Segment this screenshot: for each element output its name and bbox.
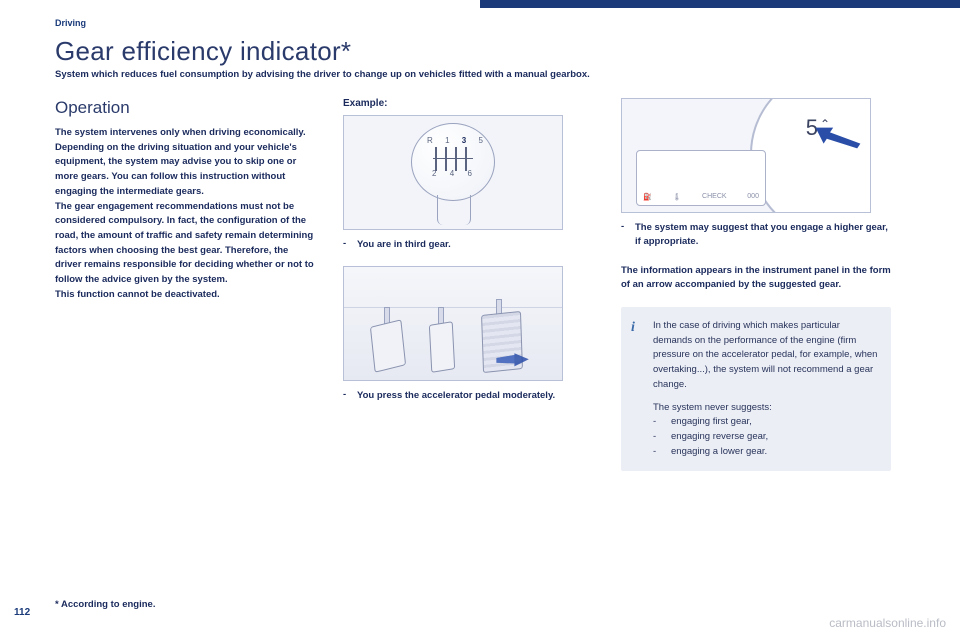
page-subtitle: System which reduces fuel consumption by… bbox=[55, 69, 905, 80]
figure-pedals bbox=[343, 266, 563, 381]
page-title: Gear efficiency indicator* bbox=[55, 36, 905, 67]
section-label: Driving bbox=[55, 18, 905, 28]
page-number: 112 bbox=[14, 607, 30, 618]
column-example: Example: R 1 3 5 2 bbox=[343, 98, 593, 471]
press-arrow-icon bbox=[494, 353, 530, 369]
footnote: * According to engine. bbox=[55, 599, 155, 610]
pointer-arrow-icon bbox=[814, 119, 862, 154]
cluster-screen: ⛽🌡 CHECK 000 bbox=[636, 150, 766, 206]
info-never-3: -engaging a lower gear. bbox=[653, 445, 879, 460]
info-never-intro: The system never suggests: bbox=[653, 401, 879, 416]
info-paragraph: In the case of driving which makes parti… bbox=[653, 319, 879, 393]
info-box: i In the case of driving which makes par… bbox=[621, 307, 891, 471]
check-label: CHECK bbox=[702, 193, 727, 201]
figure-gear-knob: R 1 3 5 2 4 6 bbox=[343, 115, 563, 230]
info-never-1: -engaging first gear, bbox=[653, 415, 879, 430]
operation-text: The system intervenes only when driving … bbox=[55, 126, 315, 303]
column-instrument: ⛽🌡 CHECK 000 5⌃ - bbox=[621, 98, 891, 471]
figure-instrument-panel: ⛽🌡 CHECK 000 5⌃ bbox=[621, 98, 871, 213]
example-label: Example: bbox=[343, 98, 593, 109]
caption-third-gear: - You are in third gear. bbox=[343, 238, 593, 252]
info-never-2: -engaging reverse gear, bbox=[653, 430, 879, 445]
gear-knob-icon: R 1 3 5 2 4 6 bbox=[393, 123, 513, 223]
watermark: carmanualsonline.info bbox=[829, 616, 946, 630]
caption-suggest-higher: - The system may suggest that you engage… bbox=[621, 221, 891, 250]
caption-press-pedal: - You press the accelerator pedal modera… bbox=[343, 389, 593, 403]
info-icon: i bbox=[631, 317, 645, 331]
panel-note: The information appears in the instrumen… bbox=[621, 264, 891, 293]
page-body: Driving Gear efficiency indicator* Syste… bbox=[0, 8, 960, 471]
pedals-icon bbox=[344, 267, 562, 380]
odometer: 000 bbox=[747, 193, 759, 201]
top-divider bbox=[0, 0, 960, 8]
gear-numbers-top: R 1 3 5 bbox=[427, 136, 483, 145]
gear-numbers-bottom: 2 4 6 bbox=[432, 169, 472, 178]
cluster-icon: ⛽🌡 CHECK 000 5⌃ bbox=[622, 99, 870, 212]
column-operation: Operation The system intervenes only whe… bbox=[55, 98, 315, 471]
operation-heading: Operation bbox=[55, 98, 315, 118]
